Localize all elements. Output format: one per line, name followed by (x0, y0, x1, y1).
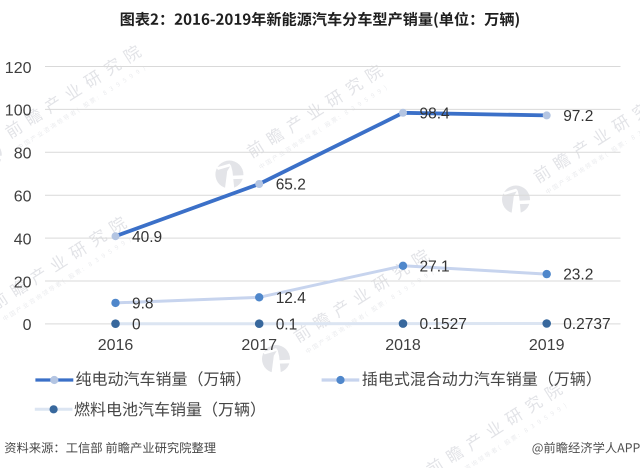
svg-text:12.4: 12.4 (276, 290, 307, 307)
svg-text:2017: 2017 (241, 337, 277, 354)
svg-text:60: 60 (14, 189, 32, 206)
svg-text:120: 120 (5, 60, 32, 77)
svg-text:9.8: 9.8 (132, 296, 154, 313)
svg-text:2016: 2016 (98, 337, 134, 354)
svg-text:97.2: 97.2 (563, 108, 593, 125)
svg-text:20: 20 (14, 274, 32, 291)
svg-text:98.4: 98.4 (420, 105, 451, 122)
svg-text:27.1: 27.1 (420, 258, 450, 275)
svg-text:40: 40 (14, 231, 32, 248)
svg-text:0.1: 0.1 (276, 316, 298, 333)
svg-text:0: 0 (23, 317, 32, 334)
svg-text:2019: 2019 (529, 337, 565, 354)
svg-text:0.2737: 0.2737 (563, 316, 610, 333)
svg-text:80: 80 (14, 146, 32, 163)
svg-text:23.2: 23.2 (563, 267, 593, 284)
svg-text:0.1527: 0.1527 (420, 316, 467, 333)
svg-text:65.2: 65.2 (276, 177, 306, 194)
svg-text:0: 0 (132, 316, 141, 333)
svg-text:2018: 2018 (385, 337, 421, 354)
svg-text:100: 100 (5, 103, 32, 120)
svg-text:40.9: 40.9 (132, 229, 162, 246)
